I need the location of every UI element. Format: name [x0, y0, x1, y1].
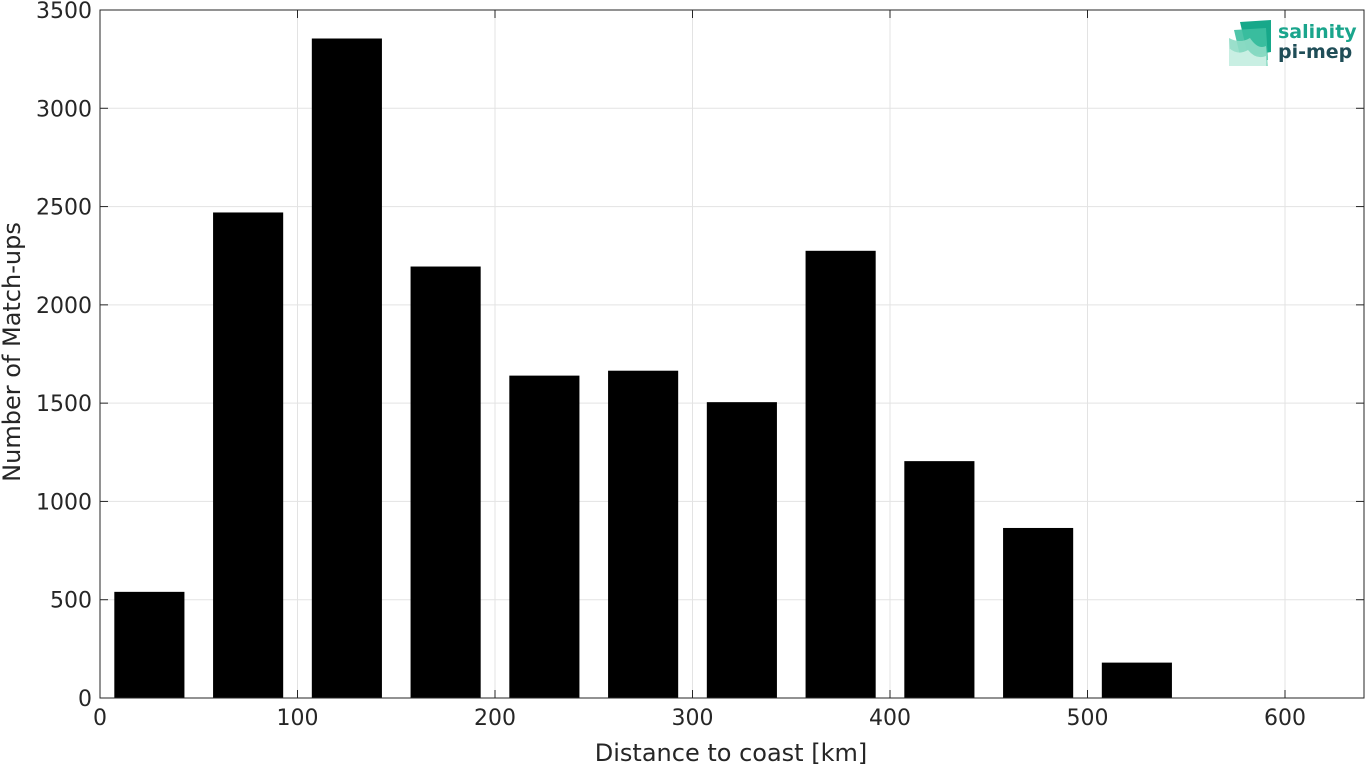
y-tick-label: 2500 [36, 196, 92, 221]
grid-lines [99, 9, 1364, 699]
y-axis-title: Number of Match-ups [0, 222, 26, 482]
histogram-bar [213, 212, 284, 698]
y-tick-label: 1000 [36, 490, 92, 515]
y-tick-label: 3500 [36, 0, 92, 24]
axes-box [99, 9, 1365, 699]
x-tick-label: 0 [93, 706, 107, 731]
x-tick-label: 400 [869, 706, 911, 731]
histogram-bar [509, 375, 580, 698]
x-tick-label: 200 [474, 706, 516, 731]
y-tick-label: 0 [78, 687, 92, 712]
histogram-bar [1101, 662, 1172, 698]
x-tick-label: 100 [277, 706, 319, 731]
y-tick-label: 3000 [36, 97, 92, 122]
y-tick-label: 2000 [36, 294, 92, 319]
histogram-bar [805, 250, 876, 699]
wave-logo-icon [1229, 20, 1271, 66]
salinity-pi-mep-logo: salinity pi-mep [1229, 20, 1357, 66]
histogram-bar [114, 591, 185, 698]
histogram-bar [608, 370, 679, 698]
logo-line-1: salinity [1278, 21, 1357, 43]
y-tick-label: 500 [50, 589, 92, 614]
x-tick-label: 300 [672, 706, 714, 731]
ticks: 0 100 200 300 400 500 600 0 500 1000 1500 2000 2500 3… [36, 0, 1364, 731]
y-tick-label: 1500 [36, 392, 92, 417]
logo-line-2: pi-mep [1278, 41, 1352, 63]
histogram-bar [311, 38, 382, 698]
histogram-bar [1003, 527, 1074, 698]
x-axis-title: Distance to coast [km] [595, 739, 867, 766]
histogram-bar [410, 266, 481, 698]
histogram-bar [706, 402, 777, 698]
histogram-bar [904, 461, 975, 698]
x-tick-label: 600 [1264, 706, 1306, 731]
bars [114, 38, 1172, 699]
x-tick-label: 500 [1067, 706, 1109, 731]
